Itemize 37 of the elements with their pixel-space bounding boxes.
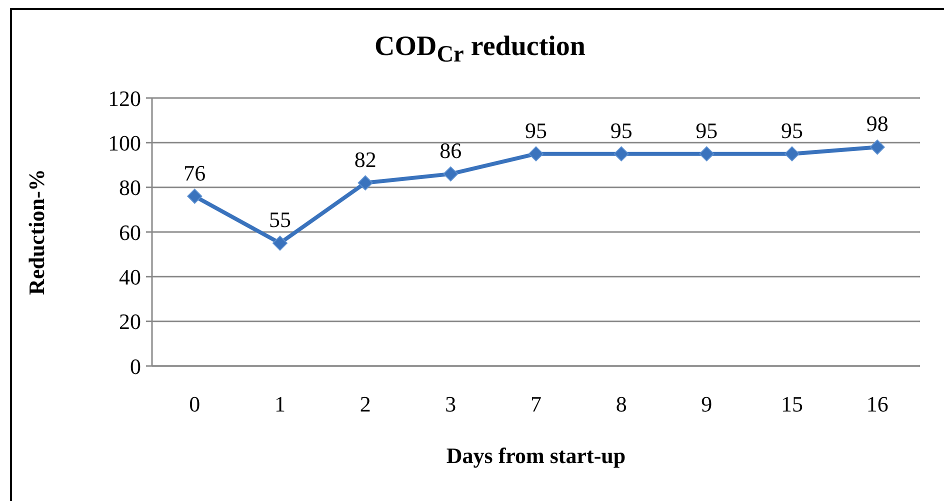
point [443,166,458,182]
point [614,146,629,162]
y-tick-label: 20 [119,309,141,334]
data-label: 82 [354,146,376,172]
x-tick-label: 1 [274,392,286,417]
point [784,146,800,162]
x-tick-label: 7 [530,392,542,417]
y-tick-label: 120 [108,86,141,111]
x-tick-label: 3 [445,392,456,417]
data-label: 76 [184,160,206,186]
x-tick-label: 15 [781,392,803,417]
y-axis-title: Reduction-% [24,169,50,295]
data-label: 55 [269,207,291,232]
chart-title: COD$_{Cr}$ reduction [373,31,587,69]
point [187,188,202,204]
data-label: 98 [866,111,888,136]
x-tick-label: 8 [616,392,627,417]
x-tick-label: 0 [189,392,200,417]
y-tick-label: 40 [119,264,141,290]
data-label: 86 [440,138,462,163]
x-tick-label: 2 [360,392,371,417]
y-tick-label: 60 [119,220,141,245]
point [358,175,373,190]
y-tick-label: 80 [119,175,141,200]
data-label: 95 [696,118,718,143]
x-tick-label: 9 [701,392,712,417]
data-label: 95 [610,118,632,143]
point [870,140,885,155]
point [272,236,288,251]
point [699,146,714,162]
y-tick-label: 100 [108,130,141,156]
x-axis-title: Days from start-up [445,443,627,469]
data-label: 95 [525,118,547,143]
x-tick-label: 16 [866,392,888,417]
data-label: 95 [781,118,803,143]
point [528,146,544,162]
y-tick-label: 0 [130,354,141,379]
